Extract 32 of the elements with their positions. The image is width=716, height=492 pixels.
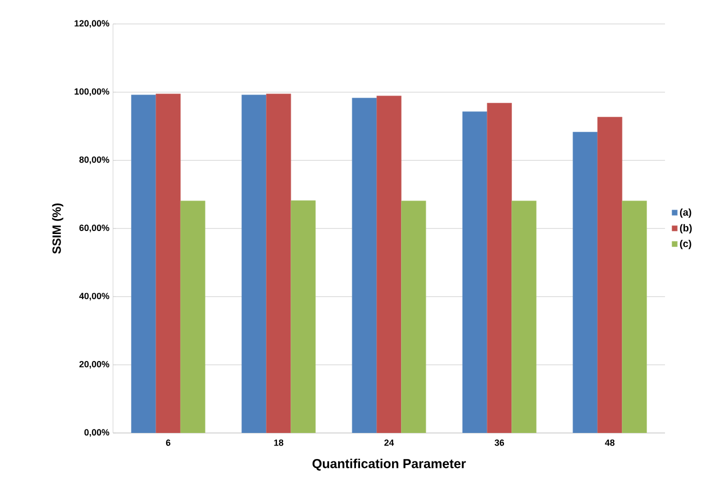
bar xyxy=(180,200,206,433)
y-tick-label: 20,00% xyxy=(79,360,110,369)
bar xyxy=(242,94,266,433)
bar xyxy=(597,116,622,433)
bar xyxy=(266,94,292,433)
x-tick-label: 48 xyxy=(604,439,615,446)
y-tick-label: 60,00% xyxy=(79,224,110,232)
y-axis-title: SSIM (%) xyxy=(52,204,64,254)
bar xyxy=(462,111,488,433)
y-tick-label: 40,00% xyxy=(79,292,110,300)
x-tick-label: 24 xyxy=(384,439,394,446)
legend-label: (b) xyxy=(680,224,692,234)
legend-label: (a) xyxy=(680,208,692,218)
bar xyxy=(401,200,426,433)
x-tick-label: 6 xyxy=(166,439,170,446)
x-tick-label: 18 xyxy=(274,439,284,446)
bar xyxy=(376,96,402,433)
y-tick-label: 120,00% xyxy=(74,20,110,28)
y-tick-label: 100,00% xyxy=(74,88,110,96)
bar xyxy=(290,200,316,433)
x-axis-title: Quantification Parameter xyxy=(312,458,466,471)
bar xyxy=(486,102,512,433)
bar xyxy=(512,200,536,433)
legend-label: (c) xyxy=(680,240,692,250)
y-tick-label: 0,00% xyxy=(84,429,110,437)
x-tick-label: 36 xyxy=(494,439,504,446)
bar xyxy=(622,200,647,433)
y-tick-label: 80,00% xyxy=(79,156,110,164)
bar xyxy=(352,98,377,433)
bar xyxy=(131,94,156,433)
bar xyxy=(572,132,598,433)
bar xyxy=(156,94,181,433)
